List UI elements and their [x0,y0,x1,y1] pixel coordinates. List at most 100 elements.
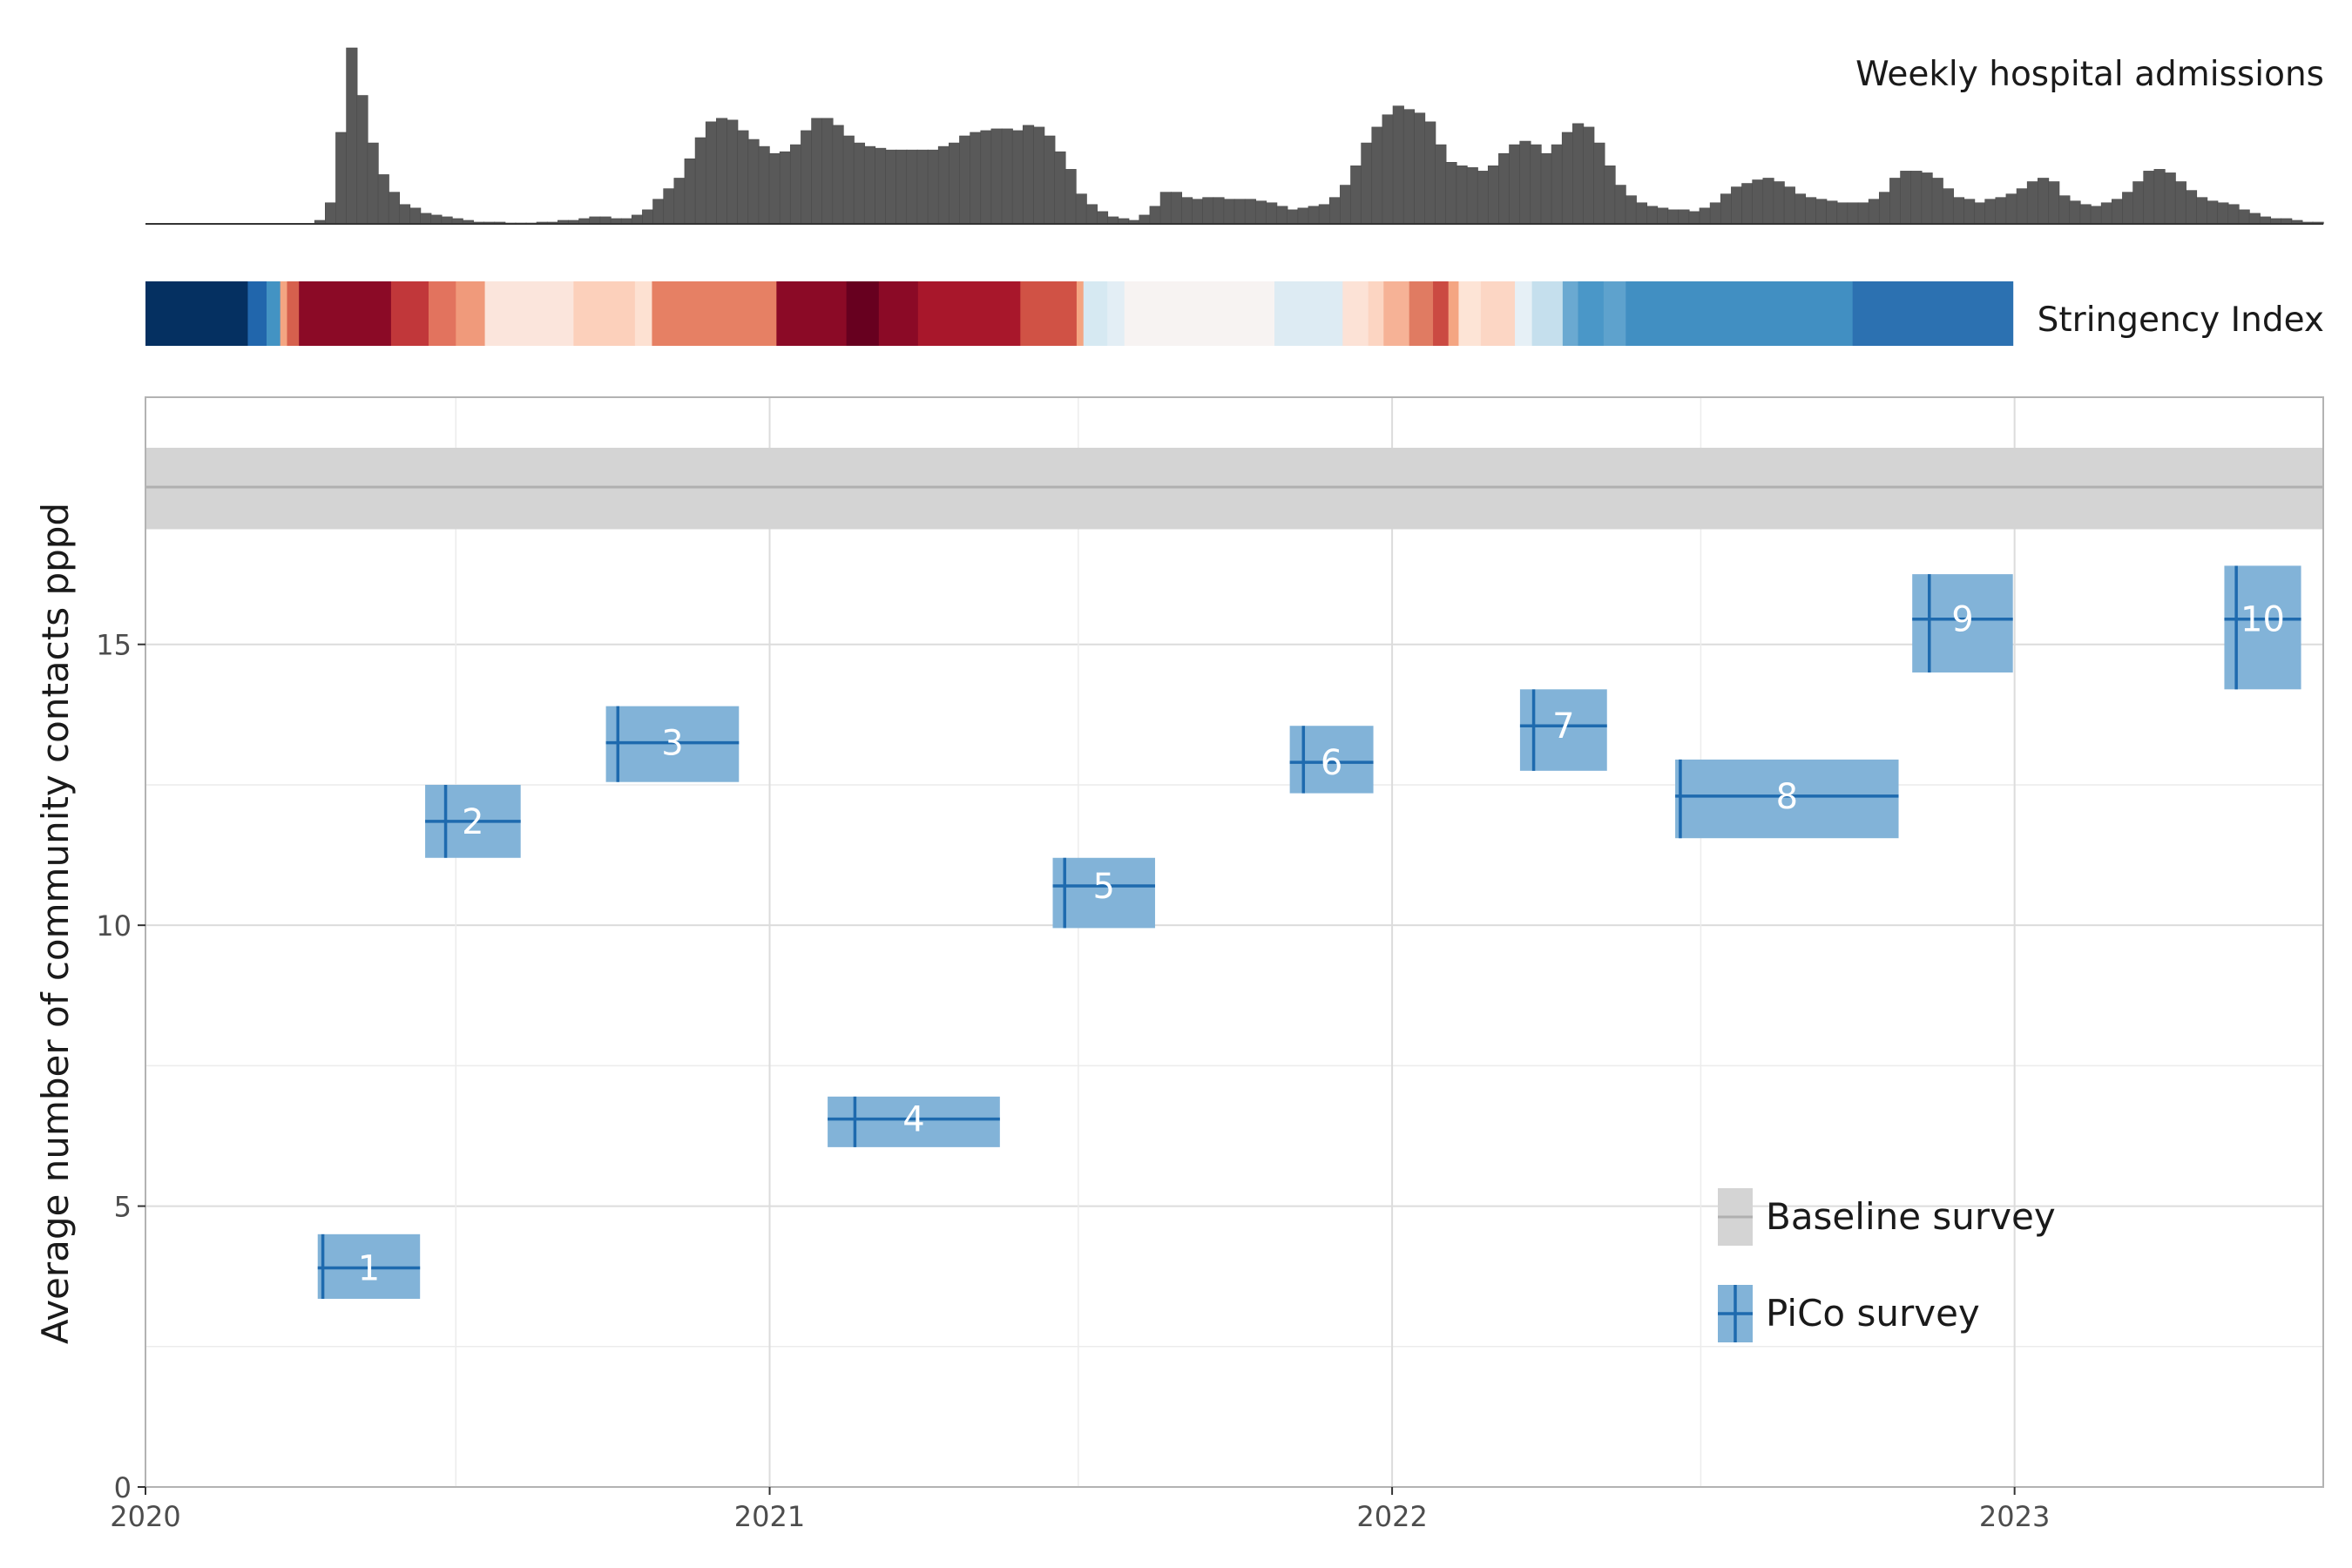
admissions-bar [1889,178,1902,225]
stringency-segment [1852,281,2014,346]
stringency-label: Stringency Index [2038,301,2324,340]
admissions-bar [1646,206,1659,225]
admissions-bar [863,145,876,225]
y-tick-label: 10 [96,909,132,943]
admissions-bar [684,158,696,225]
survey-label: 5 [1093,867,1115,907]
admissions-bar [377,174,389,225]
admissions-bar [2153,169,2166,225]
admissions-bar [1402,109,1416,225]
admissions-bar [1583,126,1595,225]
admissions-bar [346,47,358,225]
survey-5: 5 [1052,857,1155,929]
admissions-bar [1900,171,1912,225]
stringency-segment [1578,281,1605,346]
admissions-bar [1424,121,1436,225]
stringency-segment [280,281,287,346]
admissions-bar [1096,211,1109,225]
admissions-bar [335,132,348,225]
admissions-bar [398,204,411,225]
admissions-bar [589,216,601,225]
admissions-bar [1561,132,1574,225]
stringency-segment [878,281,919,346]
admissions-bar [1149,206,1161,225]
stringency-segment [634,281,652,346]
stringency-segment [145,281,248,346]
admissions-bar [1477,171,1489,225]
admissions-bar [1371,126,1383,225]
admissions-bar [1530,144,1542,225]
admissions-bar [1011,130,1024,225]
survey-7: 7 [1519,689,1607,771]
admissions-bar [1868,199,1880,225]
stringency-segment [287,281,300,346]
main-panel-grid [145,397,2323,1488]
admissions-bar [631,214,644,225]
stringency-segment [1368,281,1384,346]
admissions-bar [1952,197,1965,225]
admissions-bar [1678,209,1690,225]
stringency-segment [428,281,456,346]
stringency-segment [247,281,267,346]
stringency-segment [652,281,777,346]
admissions-bar [959,135,971,225]
main-panel-background [145,397,2323,1487]
admissions-bar [1223,199,1235,225]
admissions-bar [1139,214,1151,225]
admissions-bar [1276,206,1288,225]
admissions-bar [1731,186,1743,225]
stringency-segment [1448,281,1459,346]
admissions-bar [1001,128,1013,225]
admissions-bar [2238,209,2250,225]
stringency-segment [1020,281,1078,346]
survey-4: 4 [828,1096,1000,1147]
admissions-bar [1328,197,1342,225]
y-axis-label: Average number of community contacts ppp… [34,503,77,1344]
admissions-bar [2196,197,2208,225]
survey-label: 4 [902,1100,924,1140]
admissions-bar [1519,140,1531,225]
stringency-segment [267,281,281,346]
admissions-bar [1487,166,1500,225]
admissions-bar [1995,197,2007,225]
admissions-bar [1244,199,1256,225]
admissions-bar [842,135,855,225]
admissions-bar [2079,204,2092,225]
admissions-bar [906,149,918,225]
admissions-bar [1213,197,1225,225]
x-tick-label: 2020 [110,1500,180,1533]
stringency-segment [1124,281,1275,346]
admissions-bar [1392,105,1404,225]
admissions-bar [1318,204,1330,225]
admissions-bar [1202,197,1214,225]
survey-6: 6 [1289,726,1374,794]
admissions-bar [821,118,834,225]
admissions-bar [2005,193,2017,225]
survey-2: 2 [425,784,521,858]
survey-box [1052,857,1155,929]
admissions-bar [2217,202,2229,225]
admissions-bar [1350,166,1362,225]
survey-8: 8 [1675,759,1899,839]
y-tick-label: 5 [114,1191,132,1224]
survey-label: 1 [358,1249,380,1289]
admissions-bar [1159,192,1172,225]
admissions-bar [1075,193,1087,225]
stringency-segment [1342,281,1369,346]
main-panel-border [145,396,2324,1488]
survey-3: 3 [605,706,740,782]
stringency-segment [1083,281,1108,346]
admissions-bar [1498,152,1511,225]
admissions-bar [2259,216,2272,225]
admissions-bar [1657,207,1669,225]
stringency-segment [1562,281,1578,346]
stringency-segment [1107,281,1125,346]
survey-1: 1 [317,1233,421,1299]
admissions-bar [642,209,654,225]
legend-baseline-label: Baseline survey [1766,1195,2056,1238]
admissions-bar [367,142,379,225]
admissions-bar [1254,200,1267,225]
admissions-bar [1741,183,1754,225]
admissions-bar [853,142,865,225]
admissions-bar [441,216,453,225]
